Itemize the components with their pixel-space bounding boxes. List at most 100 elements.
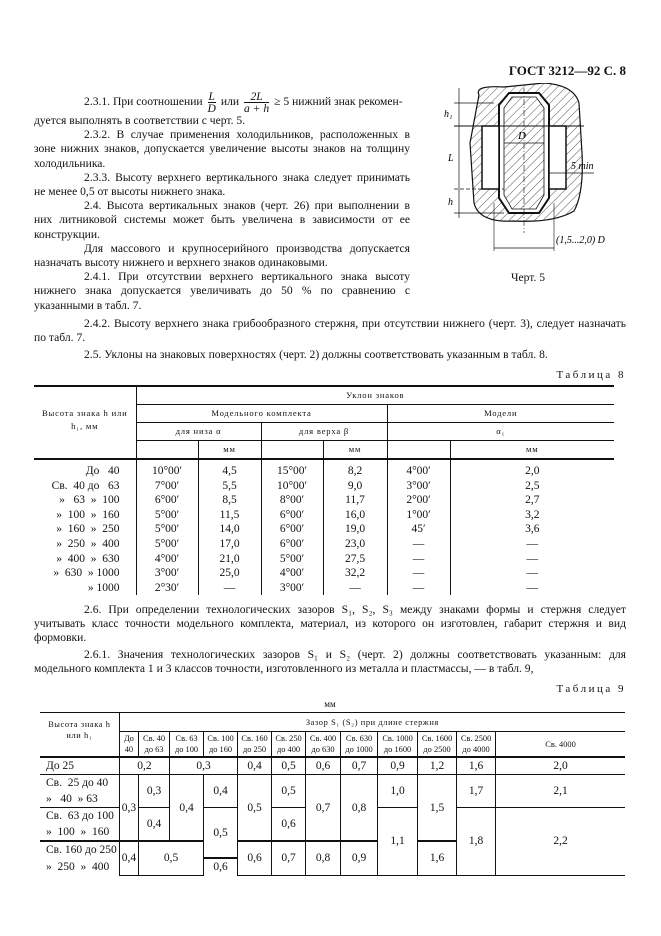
table-cell: 5°00′ bbox=[135, 522, 198, 537]
table-cell: 0,7 bbox=[305, 774, 342, 842]
header-height: Высота знака h или h₁ bbox=[40, 712, 120, 758]
figure-label-width: (1,5...2,0) D bbox=[556, 235, 606, 246]
row-label: » 630 » 1000 bbox=[53, 567, 120, 580]
table-cell: 4°00′ bbox=[386, 458, 450, 479]
row-label: До 40 bbox=[85, 464, 120, 477]
table-cell: 0,4 bbox=[118, 840, 140, 876]
table-cell: 0,3 bbox=[118, 774, 140, 842]
row-label: » 40 » 63 bbox=[40, 791, 120, 809]
paragraph: 2.4. Высота вертикальных знаков (черт. 2… bbox=[34, 199, 410, 241]
table-cell: 3,2 bbox=[449, 507, 614, 523]
column-header: Св. 630 до 1000 bbox=[340, 731, 379, 758]
row-label: » 160 » 250 bbox=[56, 523, 120, 536]
table-cell: 5,5 bbox=[197, 478, 261, 493]
table-cell: 0,7 bbox=[271, 840, 307, 876]
frac-den: a + h bbox=[243, 102, 270, 115]
table-cell: 2°30′ bbox=[135, 580, 198, 595]
table-cell: 0,5 bbox=[138, 840, 205, 876]
table-cell: 9,0 bbox=[322, 478, 387, 493]
table-cell: 0,4 bbox=[169, 774, 205, 842]
table-cell: 0,6 bbox=[305, 756, 342, 776]
table-cell: 1,2 bbox=[417, 756, 458, 776]
table-cell: 1,0 bbox=[377, 774, 419, 809]
table-cell: 2,0 bbox=[495, 756, 625, 776]
table-cell: 0,6 bbox=[271, 807, 307, 842]
table-cell: 11,5 bbox=[197, 507, 261, 523]
table-row: » 160 » 250 5°00′ 14,0 6°00′ 19,0 45′ 3,6 bbox=[34, 522, 614, 537]
header-angle bbox=[135, 440, 198, 460]
table-cell: 27,5 bbox=[322, 551, 387, 566]
figure-label-h: h bbox=[448, 197, 453, 208]
table-cell: 0,5 bbox=[237, 774, 273, 842]
table-row: » 400 » 630 4°00′ 21,0 5°00′ 27,5— — bbox=[34, 551, 614, 566]
table-cell: 2°00′ bbox=[386, 492, 450, 508]
header-model-kit: Модельного комплекта bbox=[135, 404, 387, 423]
table-cell: — bbox=[197, 580, 261, 595]
table-cell: — bbox=[386, 580, 450, 595]
table-cell: 17,0 bbox=[197, 536, 261, 552]
row-label: До 25 bbox=[40, 756, 120, 776]
table-cell: 16,0 bbox=[322, 507, 387, 523]
row-label: » 250 » 400 bbox=[56, 537, 120, 550]
paragraph: 2.3.3. Высоту верхнего вертикального зна… bbox=[34, 170, 410, 199]
paragraph-2-3-1-cont: дуется выполнять в соответствии с черт. … bbox=[34, 114, 246, 127]
column-header: Св. 1000 до 1600 bbox=[377, 731, 419, 758]
paragraph: Для массового и крупносерийного производ… bbox=[34, 241, 410, 270]
table-cell: 8,5 bbox=[197, 492, 261, 508]
table-cell: 8,2 bbox=[322, 458, 387, 479]
column-header: Св. 4000 bbox=[495, 731, 625, 758]
table-cell: 0,4 bbox=[237, 756, 273, 776]
row-label: Св. 160 до 250 bbox=[40, 840, 120, 859]
table-cell: 7°00′ bbox=[135, 478, 198, 493]
table-cell: — bbox=[386, 551, 450, 566]
page-header: ГОСТ 3212—92 С. 8 bbox=[508, 63, 626, 78]
table-cell: 19,0 bbox=[322, 522, 387, 537]
table-cell: — bbox=[449, 580, 614, 595]
figure-5-drawing: h₁ L h D 5 min (1,5...2,0) D bbox=[444, 83, 606, 251]
table-cell: 5°00′ bbox=[135, 507, 198, 523]
table-cell: 4°00′ bbox=[135, 551, 198, 566]
para-lead: 2.3.1. При соотношении bbox=[84, 95, 203, 109]
table-cell: 1,1 bbox=[377, 807, 419, 876]
para-tail: ≥ 5 нижний знак рекомен- bbox=[274, 95, 403, 109]
paragraph-2-6-1: 2.6.1. Значения технологических зазоров … bbox=[34, 647, 626, 675]
figure-label-l: L bbox=[447, 153, 454, 164]
table-cell: 0,4 bbox=[203, 774, 239, 809]
table-cell: 11,7 bbox=[322, 492, 387, 508]
column-header: Св. 40 до 63 bbox=[138, 731, 171, 758]
table-cell: 6°00′ bbox=[260, 536, 323, 552]
figure-label-5min: 5 min bbox=[571, 161, 594, 172]
table-row: До 40 10°00′ 4,5 15°00′ 8,2 4°00′ 2,0 bbox=[34, 458, 614, 479]
table-cell: 45′ bbox=[386, 522, 450, 537]
table-cell: 1,7 bbox=[456, 774, 497, 809]
table-cell: 21,0 bbox=[197, 551, 261, 566]
table-cell: 0,2 bbox=[118, 756, 171, 776]
table-9: Высота знака h или h₁ Зазор S₁ (S₂) при … bbox=[40, 712, 625, 876]
table-row: Св. 40 до 63 7°00′ 5,5 10°00′ 9,0 3°00′ 2,5 bbox=[34, 478, 614, 493]
table-cell: 1,6 bbox=[417, 840, 458, 876]
header-mm: мм bbox=[322, 440, 387, 460]
table-row: » 1000 2°30′ —3°00′ — — — bbox=[34, 580, 614, 595]
table-cell: 0,5 bbox=[271, 774, 307, 809]
frac-num: 2L bbox=[243, 91, 270, 103]
table-cell: 0,6 bbox=[203, 857, 239, 876]
table-cell: 6°00′ bbox=[260, 522, 323, 537]
table-cell: — bbox=[449, 536, 614, 552]
table-cell: 14,0 bbox=[197, 522, 261, 537]
table-cell: 3°00′ bbox=[386, 478, 450, 493]
table-cell: 4°00′ bbox=[260, 565, 323, 581]
table-cell: 0,9 bbox=[340, 840, 379, 876]
paragraph-2-4-2: 2.4.2. Высоту верхнего знака грибообразн… bbox=[34, 316, 626, 345]
table-cell: 2,2 bbox=[495, 807, 625, 876]
header-model: Модели bbox=[386, 404, 614, 423]
header-mm: мм bbox=[449, 440, 614, 460]
header-alpha1: α₁ bbox=[386, 422, 614, 441]
column-header: До 40 bbox=[118, 731, 140, 758]
row-label: Св. 40 до 63 bbox=[51, 479, 120, 492]
header-mm: мм bbox=[197, 440, 261, 460]
table-cell: 1,8 bbox=[456, 807, 497, 876]
figure-label-h1: h₁ bbox=[444, 109, 452, 120]
frac-den: D bbox=[207, 102, 216, 115]
